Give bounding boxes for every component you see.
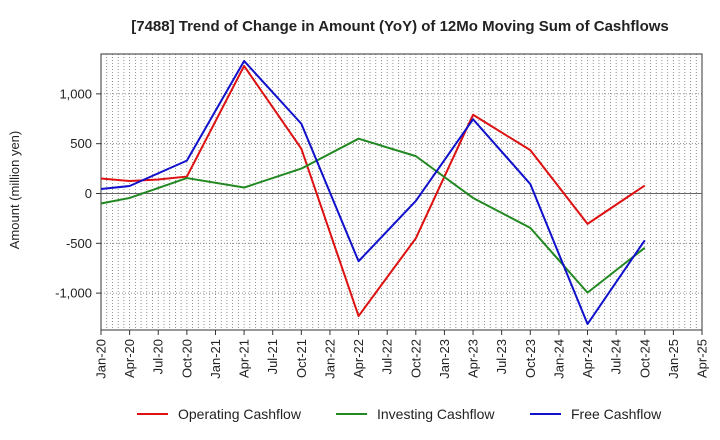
x-tick-label: Apr-23 — [466, 339, 481, 378]
series-line-investing-cashflow — [100, 137, 646, 294]
series-lines — [100, 59, 646, 326]
y-tick-label: -1,000 — [55, 286, 92, 301]
plot-area — [100, 53, 703, 331]
legend-label-investing-cashflow: Investing Cashflow — [377, 406, 495, 422]
x-tick-label: Apr-25 — [695, 339, 710, 378]
chart-title: [7488] Trend of Change in Amount (YoY) o… — [131, 18, 669, 35]
series-line-operating-cashflow — [100, 64, 646, 318]
series-line-free-cashflow — [100, 59, 646, 326]
x-tick-label: Oct-20 — [179, 339, 194, 378]
legend: Operating Cashflow Investing Cashflow Free… — [137, 406, 662, 422]
x-axis: Jan-20 Apr-20 Jul-20 Oct-20 Jan-21 Apr-21 Jul-… — [94, 330, 710, 379]
x-tick-label: Apr-20 — [122, 339, 137, 378]
legend-label-free-cashflow: Free Cashflow — [571, 406, 662, 422]
y-tick-label: 0 — [85, 186, 92, 201]
x-tick-label: Apr-22 — [351, 339, 366, 378]
x-tick-label: Oct-21 — [294, 339, 309, 378]
y-tick-label: 500 — [70, 136, 92, 151]
y-axis-label: Amount (million yen) — [7, 131, 22, 250]
y-tick-label: 1,000 — [59, 86, 92, 101]
legend-label-operating-cashflow: Operating Cashflow — [178, 406, 302, 422]
x-tick-label: Jan-21 — [208, 339, 223, 379]
x-tick-label: Jul-20 — [151, 339, 166, 374]
x-tick-label: Jul-23 — [494, 339, 509, 374]
x-tick-label: Jan-22 — [322, 339, 337, 379]
x-tick-label: Jan-24 — [551, 339, 566, 379]
x-tick-label: Apr-24 — [580, 339, 595, 378]
x-tick-label: Oct-24 — [637, 339, 652, 378]
x-tick-label: Jan-23 — [437, 339, 452, 379]
y-axis: 1,000 500 0 -500 -1,000 — [55, 86, 101, 301]
x-tick-label: Jul-24 — [609, 339, 624, 374]
x-tick-label: Jul-21 — [265, 339, 280, 374]
x-tick-label: Jul-22 — [380, 339, 395, 374]
x-tick-label: Oct-23 — [523, 339, 538, 378]
y-tick-label: -500 — [66, 236, 92, 251]
x-tick-label: Jan-20 — [94, 339, 109, 379]
x-tick-label: Apr-21 — [237, 339, 252, 378]
x-tick-label: Oct-22 — [408, 339, 423, 378]
x-tick-label: Jan-25 — [666, 339, 681, 379]
